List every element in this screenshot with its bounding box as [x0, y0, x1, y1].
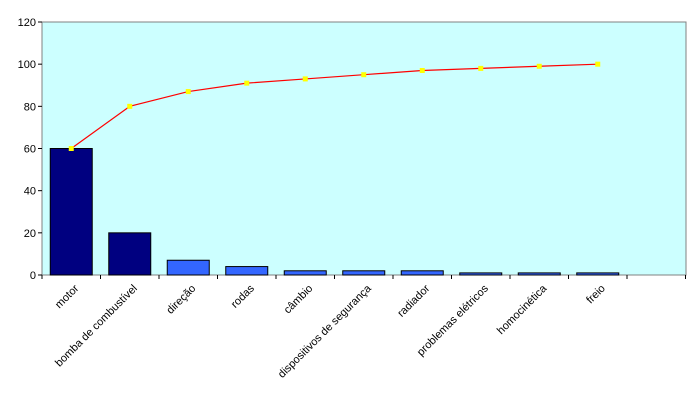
y-tick-label: 20	[24, 228, 36, 240]
y-tick-label: 100	[18, 59, 36, 71]
bar	[49, 148, 93, 276]
y-tick-label: 40	[24, 186, 36, 198]
x-category-label: motor	[53, 282, 82, 311]
x-category-label: câmbio	[282, 283, 316, 317]
y-tick-label: 120	[18, 17, 36, 29]
bar	[459, 272, 503, 276]
y-tick-label: 0	[30, 270, 36, 282]
x-category-label: rodas	[229, 282, 257, 310]
x-category-label: radiador	[395, 282, 432, 319]
bar	[342, 270, 386, 276]
cumulative-point	[419, 67, 425, 73]
x-category-label: dispositivos de segurança	[276, 282, 375, 381]
cumulative-point	[536, 63, 542, 69]
bar	[283, 270, 327, 276]
cumulative-point	[185, 89, 191, 95]
cumulative-point	[302, 76, 308, 82]
x-category-label: homocinética	[495, 282, 550, 337]
cumulative-point	[244, 80, 250, 86]
y-tick-label: 60	[24, 144, 36, 156]
bar	[517, 272, 561, 276]
cumulative-point	[68, 146, 74, 151]
y-axis: 0 20 40 60 80 100 120	[18, 17, 42, 282]
bars	[49, 148, 620, 276]
x-category-label: freio	[584, 283, 608, 307]
bar	[225, 266, 269, 276]
bar	[108, 232, 152, 276]
cumulative-polyline	[70, 63, 598, 149]
cumulative-point	[127, 103, 133, 109]
bar	[400, 270, 444, 276]
cumulative-line	[68, 61, 601, 151]
y-tick-label: 80	[24, 101, 36, 113]
x-category-label: direção	[164, 283, 198, 317]
cumulative-point	[478, 65, 484, 71]
bar	[166, 259, 210, 276]
cumulative-point	[595, 61, 601, 67]
bar	[576, 272, 620, 276]
cumulative-point	[361, 72, 367, 78]
